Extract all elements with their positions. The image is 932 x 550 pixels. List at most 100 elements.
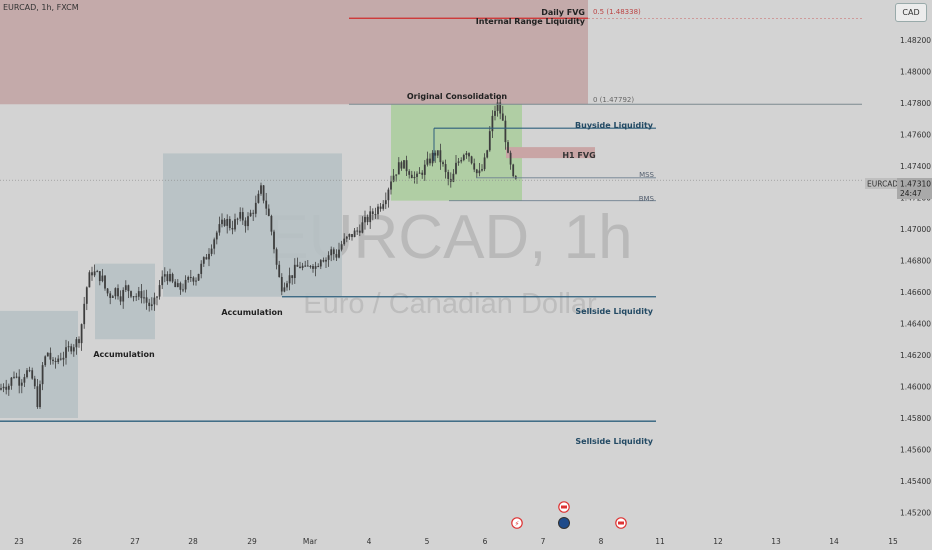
candle-body: [395, 174, 398, 176]
candle-body: [208, 253, 210, 260]
candle-body: [65, 347, 67, 358]
candle-body: [423, 164, 426, 175]
candle-body: [332, 249, 335, 255]
accumulation-zone: [0, 310, 78, 418]
candle-body: [457, 161, 460, 163]
candle-body: [119, 296, 122, 302]
candle-body: [377, 206, 379, 215]
candle-body: [231, 228, 234, 230]
candle-body: [41, 365, 44, 385]
candle-body: [447, 172, 450, 179]
candle-body: [262, 185, 265, 201]
candle-body: [210, 248, 213, 254]
candle-body: [374, 214, 377, 216]
candle-body: [158, 285, 161, 297]
daily-fvg-label: Daily FVG: [541, 8, 585, 17]
symbol-info[interactable]: EURCAD, 1h, FXCM: [3, 3, 79, 12]
candle-body: [179, 283, 182, 290]
candle-body: [85, 287, 88, 304]
candle-body: [348, 233, 351, 237]
candle-body: [481, 169, 483, 171]
candle-body: [39, 384, 41, 408]
candle-body: [153, 297, 156, 305]
candle-body: [96, 271, 99, 273]
candle-body: [504, 120, 507, 143]
bms-label: BMS: [639, 195, 655, 203]
y-tick-label: 1.45800: [900, 414, 931, 423]
candle-body: [221, 219, 223, 225]
candle-body: [488, 131, 491, 151]
candle-body: [236, 218, 239, 220]
candle-body: [340, 244, 343, 250]
candle-body: [442, 162, 444, 165]
x-tick-label: 11: [655, 537, 665, 546]
candle-body: [460, 160, 463, 162]
currency-button[interactable]: CAD: [895, 3, 927, 22]
candle-body: [13, 376, 15, 378]
candle-body: [36, 386, 39, 408]
candle-body: [132, 296, 135, 298]
candle-body: [202, 257, 205, 264]
candle-body: [444, 164, 447, 173]
candle-body: [67, 346, 70, 348]
candle-body: [330, 249, 333, 256]
candle-body: [392, 175, 395, 182]
candle-body: [304, 265, 307, 267]
y-tick-label: 1.47600: [900, 131, 931, 140]
candle-body: [176, 283, 179, 288]
sellside-liquidity-label: Sellside Liquidity: [575, 307, 653, 316]
candle-body: [280, 276, 283, 292]
candle-body: [156, 296, 158, 298]
candle-body: [356, 230, 359, 232]
candle-body: [143, 297, 145, 299]
x-tick-label: 6: [483, 537, 488, 546]
candle-body: [314, 266, 317, 269]
candle-body: [491, 115, 494, 132]
candle-body: [140, 291, 143, 299]
candle-body: [353, 230, 356, 238]
candle-body: [192, 277, 195, 282]
accumulation-label: Accumulation: [93, 350, 155, 359]
x-tick-label: 23: [14, 537, 24, 546]
candle-body: [265, 200, 268, 209]
candle-body: [306, 265, 309, 267]
y-tick-label: 1.46000: [900, 383, 931, 392]
candle-body: [496, 102, 499, 111]
candle-body: [410, 174, 413, 179]
candle-body: [70, 346, 73, 352]
candle-body: [226, 218, 229, 226]
time-axis[interactable]: 23 26 27 28 29 Mar 4 5 6 7 8 11 12 13 14 15: [14, 537, 898, 546]
candle-body: [78, 339, 80, 344]
candle-body: [468, 153, 470, 157]
candle-body: [228, 218, 231, 229]
candle-body: [405, 160, 408, 172]
candle-body: [44, 356, 47, 366]
candle-body: [501, 113, 504, 121]
h1-fvg-label: H1 FVG: [562, 151, 595, 160]
candle-body: [114, 288, 117, 297]
y-tick-label: 1.46200: [900, 351, 931, 360]
candle-body: [319, 260, 322, 267]
accumulation-label: Accumulation: [221, 308, 283, 317]
candle-body: [483, 157, 486, 170]
candle-body: [345, 236, 348, 239]
candle-body: [111, 296, 114, 298]
badge-price-bg: [897, 178, 932, 199]
candle-body: [200, 263, 203, 274]
candle-body: [361, 222, 364, 233]
y-tick-label: 1.47400: [900, 162, 931, 171]
sellside-liquidity-label: Sellside Liquidity: [575, 437, 653, 446]
candle-body: [327, 255, 330, 260]
candle-body: [439, 150, 442, 163]
y-tick-label: 1.47000: [900, 225, 931, 234]
candle-body: [416, 173, 418, 177]
watermark-description: Euro / Canadian Dollar: [303, 288, 597, 320]
candle-body: [431, 152, 434, 164]
candle-body: [335, 254, 338, 258]
candle-body: [338, 249, 340, 258]
candle-body: [205, 257, 208, 260]
candle-body: [249, 212, 252, 217]
candle-body: [145, 297, 148, 303]
candle-body: [239, 212, 242, 219]
